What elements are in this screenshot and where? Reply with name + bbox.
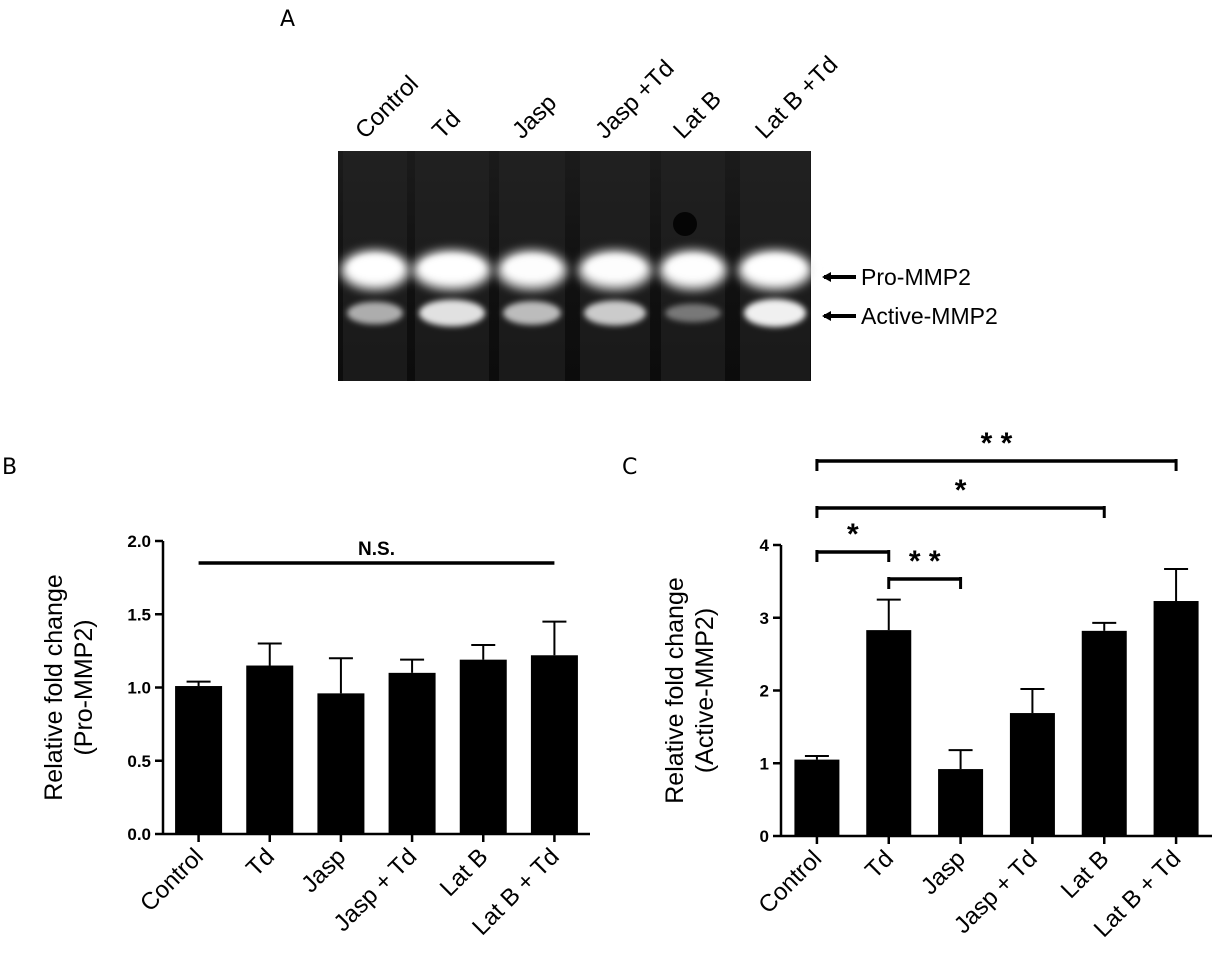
band-arrow-head	[822, 272, 831, 282]
significance-label: N.S.	[358, 539, 395, 560]
y-tick-label: 3	[760, 609, 769, 628]
active-mmp2-band	[503, 301, 561, 325]
significance-label: * *	[981, 427, 1013, 460]
x-tick-label: Lat B	[1056, 845, 1115, 904]
pro-mmp2-band-core	[667, 255, 719, 281]
panel-letter-b: B	[2, 455, 17, 480]
x-tick-label: Td	[241, 843, 280, 882]
band-arrow-head	[822, 311, 831, 321]
pro-mmp2-band-core	[349, 255, 401, 281]
bar-lat-b	[459, 659, 507, 834]
bar-jasp	[317, 693, 365, 834]
x-tick-label: Control	[135, 843, 209, 917]
active-mmp2-band	[419, 299, 485, 327]
y-tick-label: 0.0	[127, 825, 151, 844]
gel-lane-label: Control	[350, 70, 424, 144]
panel-letter-c: C	[622, 455, 637, 480]
y-tick-label: 0	[760, 827, 769, 846]
gel-lane-label: Td	[427, 105, 466, 144]
y-tick-label: 0.5	[127, 752, 151, 771]
significance-label: *	[847, 518, 859, 551]
panel-letter-a: A	[280, 7, 295, 32]
band-label: Active-MMP2	[861, 303, 998, 329]
y-tick-label: 4	[760, 536, 770, 555]
significance-label: * *	[909, 545, 941, 578]
active-mmp2-band	[584, 300, 646, 326]
pro-mmp2-band-core	[421, 255, 483, 281]
pro-mmp2-band-core	[586, 255, 644, 281]
bar-lat-b-td	[1153, 601, 1199, 836]
bar-lat-b	[1081, 630, 1127, 836]
y-axis-label: Relative fold change	[40, 574, 68, 801]
y-axis-label: Relative fold change	[661, 577, 689, 804]
x-tick-label: Lat B	[435, 843, 494, 902]
x-tick-label: Td	[860, 845, 899, 884]
gel-image	[338, 151, 812, 381]
active-mmp2-band	[665, 303, 721, 323]
bar-td	[246, 665, 294, 834]
active-mmp2-band	[347, 301, 403, 325]
bar-lat-b-td	[530, 655, 578, 834]
y-tick-label: 1	[760, 754, 769, 773]
pro-mmp2-band-core	[746, 255, 804, 281]
bar-control	[175, 686, 223, 834]
y-tick-label: 1.0	[127, 679, 151, 698]
y-tick-label: 2	[760, 682, 769, 701]
bar-jasp-td	[388, 672, 436, 834]
gel-lane-label: Jasp +Td	[590, 55, 679, 144]
significance-label: *	[955, 474, 967, 507]
x-tick-label: Jasp	[296, 843, 351, 898]
bar-td	[866, 630, 912, 836]
bar-jasp-td	[1009, 713, 1055, 836]
gel-lane-label: Jasp	[507, 89, 562, 144]
gel-lane-label: Lat B +Td	[750, 51, 843, 144]
bar-control	[794, 759, 840, 836]
bar-jasp	[938, 769, 984, 836]
x-tick-label: Control	[753, 845, 827, 919]
gel-artifact-dot	[673, 212, 697, 236]
y-tick-label: 1.5	[127, 605, 151, 624]
pro-mmp2-band-core	[505, 255, 559, 281]
x-tick-label: Jasp	[916, 845, 971, 900]
y-axis-label-sub: (Active-MMP2)	[691, 608, 719, 773]
y-axis-label-sub: (Pro-MMP2)	[70, 619, 98, 755]
y-tick-label: 2.0	[127, 532, 151, 551]
gel-lane-label: Lat B	[668, 86, 727, 145]
band-label: Pro-MMP2	[861, 264, 971, 290]
active-mmp2-band	[744, 299, 806, 327]
